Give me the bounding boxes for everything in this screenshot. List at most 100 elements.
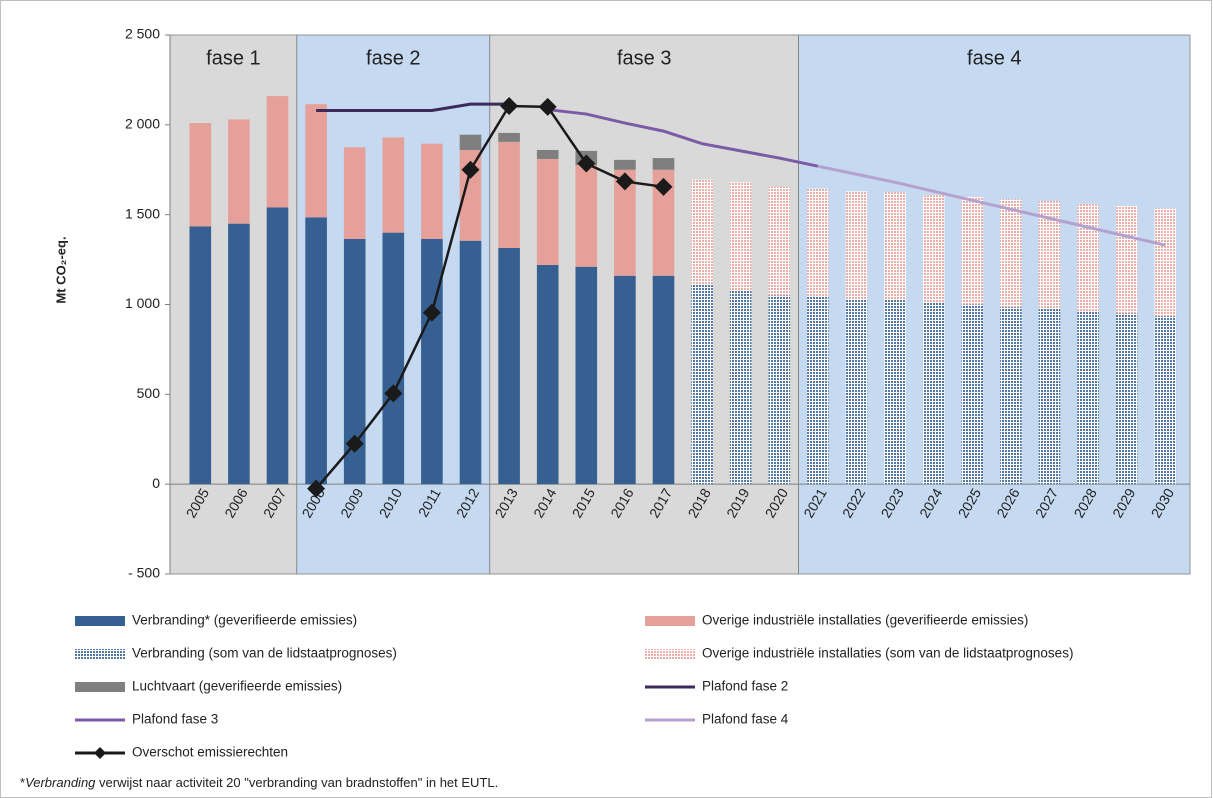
line-marker (345, 434, 364, 453)
bar-segment (922, 302, 945, 485)
legend-label: Overige industriële installaties (geveri… (702, 613, 1028, 628)
bar-segment (729, 290, 752, 485)
bar-segment (845, 191, 868, 300)
legend-marker (94, 747, 106, 759)
bar-segment (1115, 205, 1138, 314)
bar-segment (498, 132, 520, 142)
legend-label: Plafond fase 3 (132, 712, 218, 727)
line-marker (422, 303, 441, 322)
bar-segment (1077, 311, 1099, 485)
bar-segment (1154, 208, 1177, 317)
bar-segment (305, 217, 327, 485)
legend-label: Overige industriële installaties (som va… (702, 646, 1073, 661)
bar-segment (1038, 201, 1061, 309)
bar-segment (1000, 199, 1022, 308)
bar-segment (729, 182, 752, 291)
y-tick-label: 500 (137, 385, 161, 401)
phase-label: fase 1 (206, 47, 260, 69)
line-marker (654, 177, 673, 196)
phase-label: fase 3 (617, 47, 671, 69)
bar-segment (807, 188, 829, 297)
bar-segment (768, 295, 791, 485)
legend-label: Verbranding (som van de lidstaatprognose… (132, 646, 397, 661)
bar-segment (459, 240, 482, 485)
phase-label: fase 4 (967, 47, 1021, 69)
bar-segment (228, 119, 250, 224)
footnote: *Verbranding verwijst naar activiteit 20… (20, 775, 498, 790)
bar-segment (1038, 308, 1061, 485)
line-marker (538, 97, 557, 116)
bar-segment (1154, 316, 1177, 485)
phase-label: fase 2 (366, 47, 420, 69)
bar-segment (536, 158, 559, 265)
line (817, 164, 1166, 247)
bar-segment (614, 159, 636, 170)
bar-segment (768, 186, 791, 296)
bar-segment (961, 304, 984, 485)
bar-segment (266, 96, 289, 208)
legend-swatch (75, 682, 125, 692)
line (547, 108, 819, 168)
bar-segment (652, 169, 675, 276)
bar-segment (382, 232, 405, 485)
bar-segment (1115, 313, 1138, 485)
line-marker (500, 96, 519, 115)
y-tick-label: - 500 (128, 565, 160, 581)
phase-band (489, 34, 799, 575)
bar-segment (884, 299, 906, 485)
bar-segment (614, 275, 636, 485)
bar-segment (884, 192, 906, 300)
bar-segment (961, 196, 984, 305)
y-tick-label: 0 (152, 475, 160, 491)
line-marker (577, 154, 596, 173)
bar-segment (652, 158, 675, 170)
y-tick-label: 1 500 (125, 205, 160, 221)
bar-segment (382, 137, 405, 233)
y-tick-label: 2 500 (125, 26, 160, 42)
bar-segment (807, 296, 829, 485)
bar-segment (421, 238, 443, 485)
y-axis-label: Mt CO₂-eq. (53, 236, 68, 303)
mark-layer (189, 96, 1177, 498)
legend-label: Overschot emissierechten (132, 745, 288, 760)
y-tick-label: 1 000 (125, 295, 160, 311)
y-tick-label: 2 000 (125, 116, 160, 132)
bar-segment (536, 264, 559, 485)
legend-label: Luchtvaart (geverifieerde emissies) (132, 679, 342, 694)
bar-segment (266, 207, 289, 485)
bar-segment (845, 299, 868, 485)
line-marker (307, 479, 326, 498)
bar-segment (922, 194, 945, 303)
line (316, 102, 510, 112)
bar-segment (305, 104, 327, 218)
bar-segment (343, 147, 366, 239)
legend-label: Verbranding* (geverifieerde emissies) (132, 613, 357, 628)
footnote-marker: * (20, 775, 25, 790)
bar-segment (498, 141, 520, 248)
line-marker (615, 172, 634, 191)
bar-segment (421, 143, 443, 239)
line-marker (384, 384, 403, 403)
bar-segment (189, 226, 212, 485)
bar-segment (691, 179, 713, 285)
bar-segment (459, 134, 482, 150)
bar-segment (343, 238, 366, 485)
bar-segment (575, 165, 598, 267)
bar-segment (652, 275, 675, 485)
legend-label: Plafond fase 2 (702, 679, 788, 694)
legend-swatch (645, 649, 695, 659)
legend-swatch (645, 616, 695, 626)
bar-segment (228, 223, 250, 485)
bar-segment (1000, 307, 1022, 485)
bar-segment (691, 284, 713, 485)
footnote-text: verwijst naar activiteit 20 "verbranding… (95, 775, 498, 790)
bar-segment (614, 169, 636, 276)
legend-swatch (75, 649, 125, 659)
bar-segment (498, 247, 520, 485)
line (315, 104, 664, 490)
bar-segment (1077, 203, 1099, 312)
line-marker (461, 160, 480, 179)
bar-segment (189, 123, 212, 227)
